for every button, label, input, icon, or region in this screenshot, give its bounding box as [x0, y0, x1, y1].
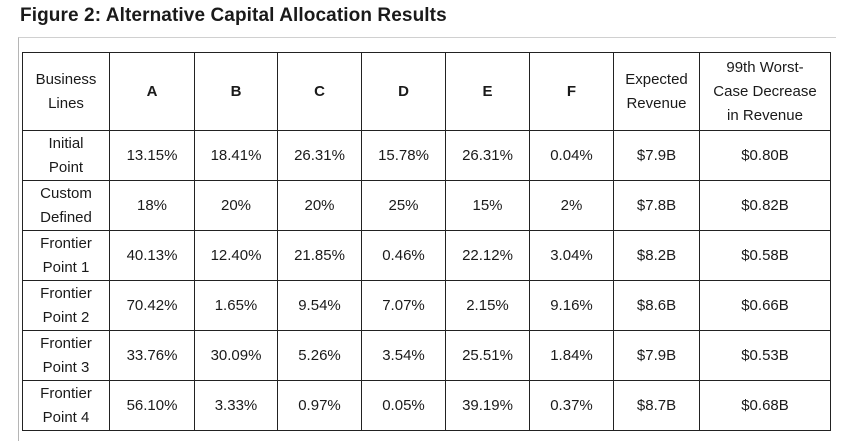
cell-a: 40.13% [109, 230, 195, 281]
cell-c: 0.97% [277, 380, 362, 431]
table-row: Frontier Point 2 70.42% 1.65% 9.54% 7.07… [22, 280, 831, 331]
cell-expected-revenue: $8.2B [613, 230, 700, 281]
cell-e: 26.31% [445, 130, 530, 181]
cell-expected-revenue: $8.7B [613, 380, 700, 431]
header-worst-case: 99th Worst- Case Decrease in Revenue [699, 52, 831, 131]
header-f: F [529, 52, 614, 131]
table-row: Frontier Point 3 33.76% 30.09% 5.26% 3.5… [22, 330, 831, 381]
cell-a: 13.15% [109, 130, 195, 181]
cell-worst-case: $0.68B [699, 380, 831, 431]
table-row: Initial Point 13.15% 18.41% 26.31% 15.78… [22, 130, 831, 181]
row-label: Frontier Point 1 [22, 230, 110, 281]
cell-c: 9.54% [277, 280, 362, 331]
row-label-text: Frontier Point 3 [40, 334, 92, 376]
cell-c: 26.31% [277, 130, 362, 181]
row-label: Frontier Point 3 [22, 330, 110, 381]
cell-worst-case: $0.66B [699, 280, 831, 331]
header-row: Business Lines A B C D E F Expected Reve… [22, 52, 831, 131]
row-label-text: Frontier Point 4 [40, 384, 92, 426]
cell-e: 22.12% [445, 230, 530, 281]
cell-e: 2.15% [445, 280, 530, 331]
table-row: Frontier Point 4 56.10% 3.33% 0.97% 0.05… [22, 380, 831, 431]
header-worst-case-label: 99th Worst- Case Decrease in Revenue [713, 58, 817, 124]
row-label: Initial Point [22, 130, 110, 181]
cell-f: 0.37% [529, 380, 614, 431]
cell-a: 33.76% [109, 330, 195, 381]
cell-f: 9.16% [529, 280, 614, 331]
cell-c: 5.26% [277, 330, 362, 381]
cell-expected-revenue: $7.8B [613, 180, 700, 231]
cell-b: 20% [194, 180, 278, 231]
header-expected-revenue: Expected Revenue [613, 52, 700, 131]
header-a: A [109, 52, 195, 131]
allocation-results-table: Business Lines A B C D E F Expected Reve… [22, 52, 831, 431]
header-business-lines: Business Lines [22, 52, 110, 131]
cell-b: 3.33% [194, 380, 278, 431]
header-e: E [445, 52, 530, 131]
header-b: B [194, 52, 278, 131]
cell-f: 1.84% [529, 330, 614, 381]
row-label-text: Initial Point [48, 134, 84, 176]
table-row: Custom Defined 18% 20% 20% 25% 15% 2% $7… [22, 180, 831, 231]
row-label-text: Frontier Point 1 [40, 234, 92, 276]
cell-b: 1.65% [194, 280, 278, 331]
cell-a: 56.10% [109, 380, 195, 431]
cell-a: 70.42% [109, 280, 195, 331]
cell-b: 12.40% [194, 230, 278, 281]
cell-expected-revenue: $7.9B [613, 130, 700, 181]
cell-f: 2% [529, 180, 614, 231]
cell-d: 25% [361, 180, 446, 231]
cell-d: 3.54% [361, 330, 446, 381]
header-c: C [277, 52, 362, 131]
table-row: Frontier Point 1 40.13% 12.40% 21.85% 0.… [22, 230, 831, 281]
cell-d: 0.05% [361, 380, 446, 431]
cell-e: 39.19% [445, 380, 530, 431]
row-label: Custom Defined [22, 180, 110, 231]
header-expected-revenue-label: Expected Revenue [625, 70, 688, 112]
cell-e: 25.51% [445, 330, 530, 381]
header-d: D [361, 52, 446, 131]
cell-d: 15.78% [361, 130, 446, 181]
cell-worst-case: $0.80B [699, 130, 831, 181]
row-label: Frontier Point 2 [22, 280, 110, 331]
cell-worst-case: $0.53B [699, 330, 831, 381]
cell-b: 30.09% [194, 330, 278, 381]
cell-worst-case: $0.58B [699, 230, 831, 281]
cell-b: 18.41% [194, 130, 278, 181]
cell-f: 3.04% [529, 230, 614, 281]
cell-f: 0.04% [529, 130, 614, 181]
cell-expected-revenue: $8.6B [613, 280, 700, 331]
header-business-lines-label: Business Lines [35, 70, 97, 112]
cell-a: 18% [109, 180, 195, 231]
cell-c: 21.85% [277, 230, 362, 281]
row-label: Frontier Point 4 [22, 380, 110, 431]
cell-worst-case: $0.82B [699, 180, 831, 231]
cell-c: 20% [277, 180, 362, 231]
cell-d: 7.07% [361, 280, 446, 331]
figure-frame [18, 37, 836, 441]
cell-expected-revenue: $7.9B [613, 330, 700, 381]
cell-d: 0.46% [361, 230, 446, 281]
cell-e: 15% [445, 180, 530, 231]
row-label-text: Frontier Point 2 [40, 284, 92, 326]
row-label-text: Custom Defined [40, 184, 92, 226]
figure-title: Figure 2: Alternative Capital Allocation… [20, 5, 447, 26]
